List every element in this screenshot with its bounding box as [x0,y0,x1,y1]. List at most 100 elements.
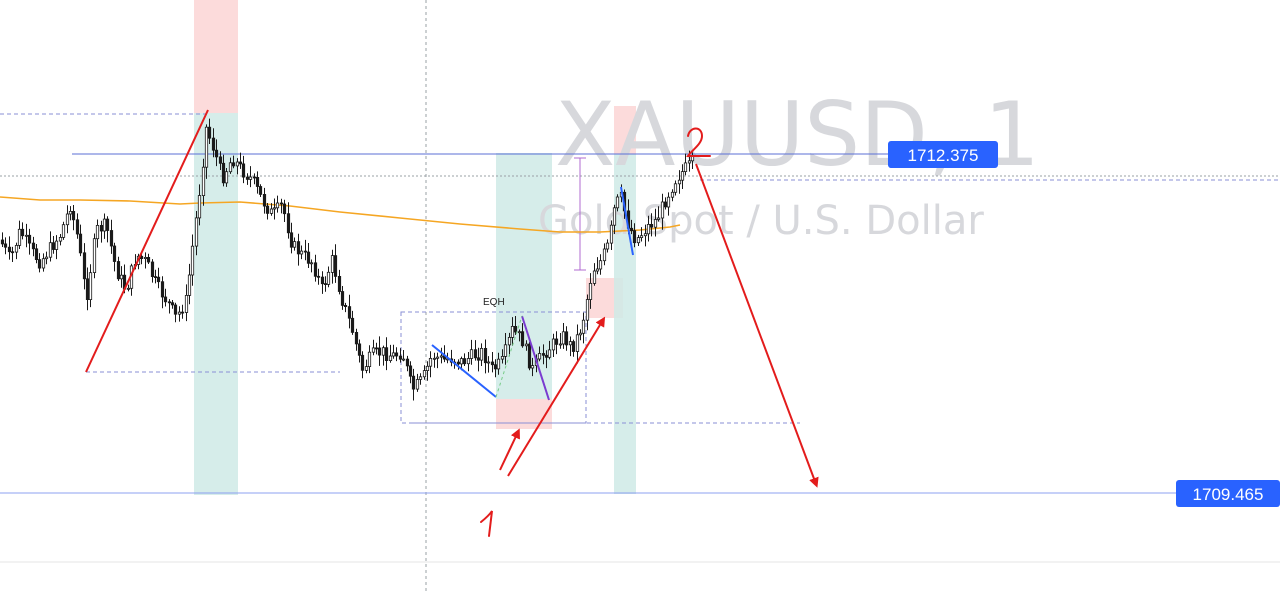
candle-body-53 [180,311,185,314]
candle-body-47 [160,281,165,298]
candle-body-122 [415,379,420,390]
candle-body-102 [347,306,352,319]
candle-body-146 [496,358,501,370]
candle-body-194 [660,201,665,219]
candle-body-100 [340,291,345,306]
candle-body-64 [218,156,223,164]
up-arrow [507,316,606,477]
candle-body-15 [51,242,56,250]
candle-body-10 [34,248,39,261]
candle-body-144 [490,361,495,366]
candle-body-52 [177,311,182,315]
candle-body-153 [520,331,525,347]
candle-body-190 [646,223,651,235]
small-up-arrow [499,428,520,471]
candle-body-8 [27,234,32,244]
candle-body-11 [37,259,42,269]
drawn-lines [85,109,634,401]
candle-body-57 [194,217,199,247]
candle-body-203 [690,155,695,162]
candle-body-176 [598,260,603,270]
moving-average-line [0,196,681,233]
candle-body-3 [10,251,15,254]
handwritten-1 [480,510,493,537]
candle-body-4 [14,244,19,253]
candle-body-31 [105,218,110,231]
candle-body-97 [330,255,335,273]
candle-body-1 [3,243,8,248]
candle-body-48 [163,296,168,303]
candle-body-0 [0,239,5,245]
candle-body-125 [425,365,430,371]
candle-body-9 [31,242,36,250]
candle-body-26 [88,272,93,301]
candle-body-177 [602,248,607,262]
candle-body-193 [656,217,661,220]
candle-body-167 [568,341,573,346]
candle-body-115 [391,352,396,357]
candle-body-70 [238,161,243,165]
candle-body-155 [527,343,532,369]
candlestick-series [0,118,695,401]
candle-body-49 [167,301,172,304]
candle-body-34 [116,261,121,280]
candle-body-29 [99,224,104,232]
candle-body-200 [680,171,685,181]
candle-body-24 [82,252,87,280]
candle-body-59 [201,166,206,196]
candle-body-111 [377,347,382,356]
candle-body-127 [432,357,437,360]
candle-body-135 [459,358,464,365]
candle-body-14 [48,242,53,258]
candle-body-6 [20,228,25,237]
candle-body-17 [58,236,63,242]
candle-body-33 [112,245,117,262]
candle-body-186 [632,230,637,244]
down-arrow [695,163,819,488]
candle-body-138 [469,349,474,359]
candle-body-187 [636,237,641,244]
candle-body-126 [428,357,433,367]
price-label-lower: 1709.465 [1176,480,1280,507]
candle-body-80 [272,207,277,210]
candle-body-168 [571,341,576,352]
candle-body-23 [78,233,83,254]
candle-body-101 [343,304,348,307]
candle-body-116 [394,352,399,357]
candle-body-63 [214,149,219,158]
candle-body-202 [687,160,692,164]
candle-body-119 [405,358,410,367]
candle-body-180 [612,207,617,226]
candle-body-173 [588,282,593,300]
candle-body-65 [221,162,226,184]
candle-body-149 [507,336,512,346]
candle-body-61 [207,126,212,139]
price-label-upper-text: 1712.375 [908,146,979,165]
candle-body-137 [466,358,471,365]
candle-body-66 [224,171,229,184]
price-label-lower-text: 1709.465 [1193,485,1264,504]
zone-red-mid [496,399,552,429]
candle-body-105 [357,343,362,356]
candle-body-199 [677,179,682,185]
candle-body-140 [476,357,481,361]
candle-body-60 [204,126,209,168]
candle-body-129 [439,355,444,358]
candle-body-75 [255,176,260,187]
blue-pullback-line [620,186,634,256]
candle-body-37 [126,287,131,290]
candle-body-42 [143,256,148,259]
candle-body-108 [367,351,372,368]
candle-body-113 [384,347,389,362]
candle-body-114 [388,355,393,361]
red-rally-line [85,109,209,373]
candle-body-165 [561,331,566,345]
candle-body-28 [95,224,100,240]
candle-body-18 [61,224,66,238]
zone-green-left [194,113,238,495]
candle-body-81 [275,202,280,209]
candle-body-147 [500,355,505,360]
candle-body-79 [269,208,274,214]
candle-body-141 [479,347,484,361]
